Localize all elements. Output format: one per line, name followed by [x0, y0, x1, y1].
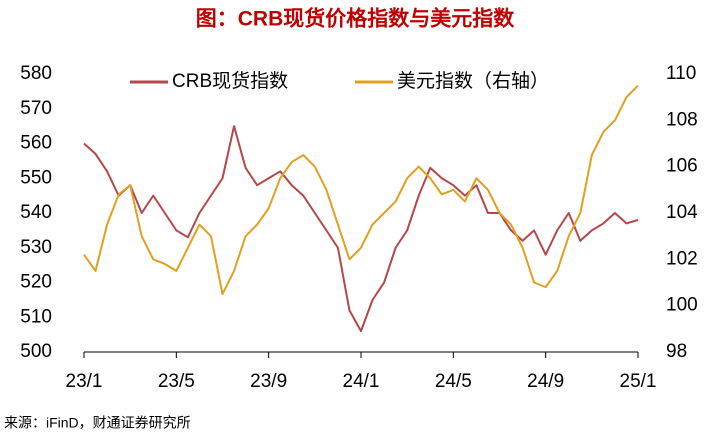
legend-label: 美元指数（右轴） — [397, 70, 549, 92]
chart-title: 图：CRB现货价格指数与美元指数 — [196, 7, 515, 31]
x-tick-label: 24/9 — [527, 371, 564, 392]
y2-tick-label: 104 — [666, 202, 698, 223]
y2-tick-label: 106 — [666, 156, 698, 177]
y-tick-label: 540 — [20, 202, 52, 223]
y-tick-label: 530 — [20, 237, 52, 258]
y2-tick-label: 102 — [666, 248, 698, 269]
y-tick-label: 500 — [20, 341, 52, 362]
y2-tick-label: 110 — [666, 63, 696, 84]
source-note: 来源：iFinD，财通证券研究所 — [4, 415, 191, 431]
y2-tick-label: 100 — [666, 295, 698, 316]
x-tick-label: 23/1 — [66, 371, 103, 392]
y-tick-label: 570 — [20, 98, 52, 119]
x-tick-label: 24/5 — [435, 371, 472, 392]
x-tick-label: 25/1 — [620, 371, 657, 392]
data-line — [83, 125, 639, 333]
y2-tick-label: 108 — [666, 109, 698, 130]
legend-label: CRB现货指数 — [172, 70, 288, 92]
x-tick-label: 23/5 — [158, 371, 195, 392]
data-line — [83, 84, 639, 296]
y2-tick-label: 98 — [666, 341, 687, 362]
y-tick-label: 520 — [20, 272, 52, 293]
y-tick-label: 560 — [20, 133, 52, 154]
y-tick-label: 510 — [20, 306, 52, 327]
y-tick-label: 550 — [20, 167, 52, 188]
x-tick-label: 23/9 — [250, 371, 287, 392]
y-tick-label: 580 — [20, 63, 52, 84]
x-tick-label: 24/1 — [343, 371, 380, 392]
